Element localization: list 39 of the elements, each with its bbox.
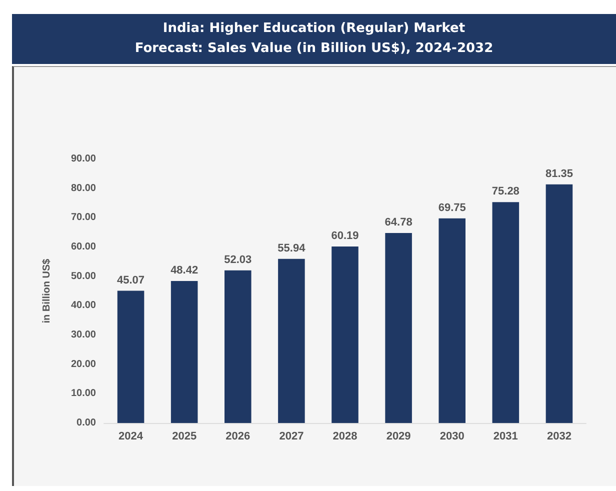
y-axis-title: in Billion US$ [42, 258, 52, 324]
bar [224, 270, 252, 423]
data-label: 45.07 [117, 274, 145, 286]
data-label: 75.28 [492, 186, 520, 198]
data-label: 48.42 [170, 264, 198, 276]
bar [492, 202, 520, 423]
y-tick-label: 50.00 [70, 270, 96, 282]
bar [117, 290, 144, 423]
y-tick-label: 10.00 [70, 388, 96, 400]
y-tick-label: 40.00 [70, 300, 96, 312]
data-label: 64.78 [384, 216, 412, 228]
data-label: 81.35 [545, 168, 573, 180]
x-tick-label: 2029 [386, 430, 411, 442]
bar [546, 184, 573, 423]
data-label: 52.03 [224, 254, 252, 266]
y-tick-label: 20.00 [70, 358, 96, 370]
y-tick-label: 70.00 [70, 212, 96, 224]
y-tick-label: 60.00 [70, 242, 96, 252]
bar [170, 280, 198, 423]
data-label: 60.19 [331, 230, 359, 242]
bar [332, 246, 358, 423]
y-tick-label: 80.00 [70, 182, 96, 194]
chart-title: India: Higher Education (Regular) Market Forecast: Sales Value (in Billion US$), 2024-2032 [12, 14, 616, 64]
x-tick-label: 2025 [172, 430, 197, 442]
y-tick-label: 0.00 [76, 418, 96, 428]
data-label: 55.94 [278, 242, 306, 254]
x-tick-label: 2026 [226, 430, 250, 442]
x-tick-label: 2028 [332, 430, 358, 442]
bar [385, 232, 412, 423]
x-tick-label: 2031 [493, 430, 518, 442]
y-tick-label: 90.00 [70, 154, 96, 164]
bar [278, 258, 305, 423]
x-tick-label: 2032 [546, 430, 572, 442]
data-label: 69.75 [438, 202, 466, 214]
x-tick-label: 2024 [118, 430, 144, 442]
y-tick-label: 30.00 [70, 330, 96, 340]
bar [438, 218, 466, 423]
x-tick-label: 2027 [279, 430, 304, 442]
x-tick-label: 2030 [440, 430, 464, 442]
